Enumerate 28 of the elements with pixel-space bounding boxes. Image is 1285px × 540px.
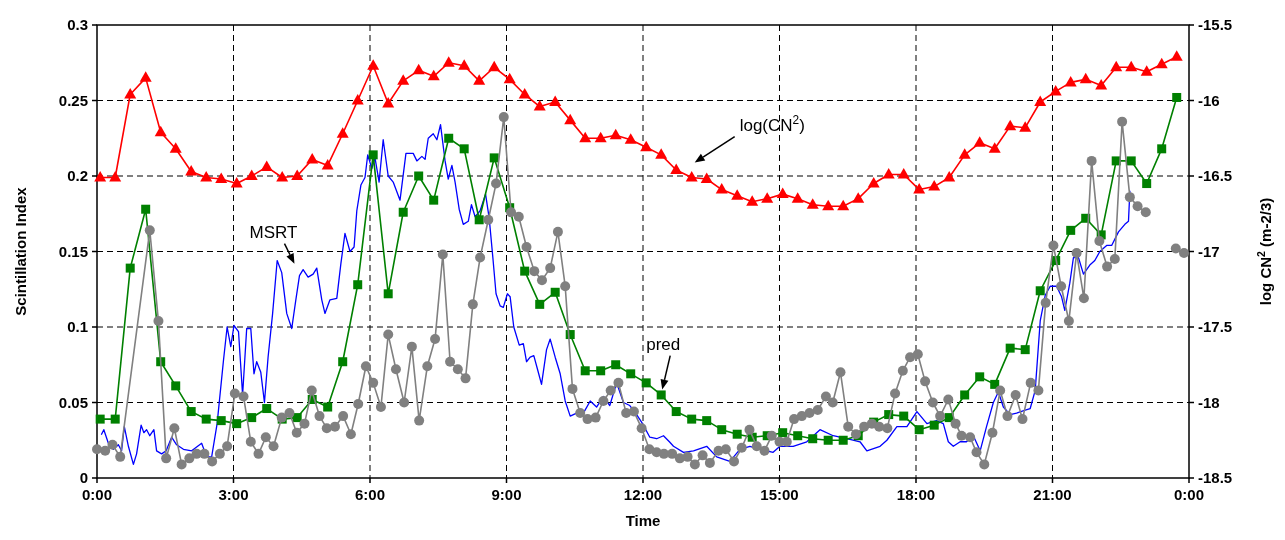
y2-tick-label: -16 bbox=[1198, 91, 1220, 109]
y2-tick-label: -17 bbox=[1198, 242, 1220, 260]
x-tick-label: 21:00 bbox=[1033, 486, 1072, 503]
y-tick-label: 0.3 bbox=[67, 16, 88, 33]
x-tick-label: 0:00 bbox=[1173, 486, 1205, 503]
y-tick-label: 0.25 bbox=[58, 91, 88, 109]
x-tick-label: 12:00 bbox=[623, 486, 663, 503]
series-label: MSRT bbox=[249, 222, 298, 242]
x-tick-label: 3:00 bbox=[218, 486, 249, 503]
text: log(CN$^{2}$) bbox=[739, 112, 805, 135]
y2-tick-label: -17.5 bbox=[1198, 318, 1233, 335]
series-label: pred bbox=[646, 334, 681, 354]
x-tick-label: 0:00 bbox=[81, 486, 113, 503]
y-tick-label: 0.15 bbox=[58, 242, 88, 260]
x-tick-label: 15:00 bbox=[760, 486, 799, 503]
y2-tick-label: -18.5 bbox=[1198, 469, 1233, 486]
x-tick-label: 9:00 bbox=[491, 486, 522, 503]
x-tick-label: 6:00 bbox=[354, 486, 386, 503]
y2-tick-label: -18 bbox=[1198, 393, 1220, 411]
y-tick-label: 0.1 bbox=[67, 318, 88, 335]
x-tick-label: 18:00 bbox=[896, 486, 936, 503]
y2-tick-label: -16.5 bbox=[1198, 167, 1233, 184]
y-tick-label: 0.05 bbox=[58, 393, 88, 411]
y2-tick-label: -15.5 bbox=[1198, 16, 1233, 33]
y-axis-title: Scintillation Index bbox=[12, 186, 29, 316]
y-tick-label: 0.2 bbox=[67, 167, 88, 184]
x-axis-title: Time bbox=[625, 512, 661, 529]
y-tick-label: 0 bbox=[79, 469, 88, 486]
